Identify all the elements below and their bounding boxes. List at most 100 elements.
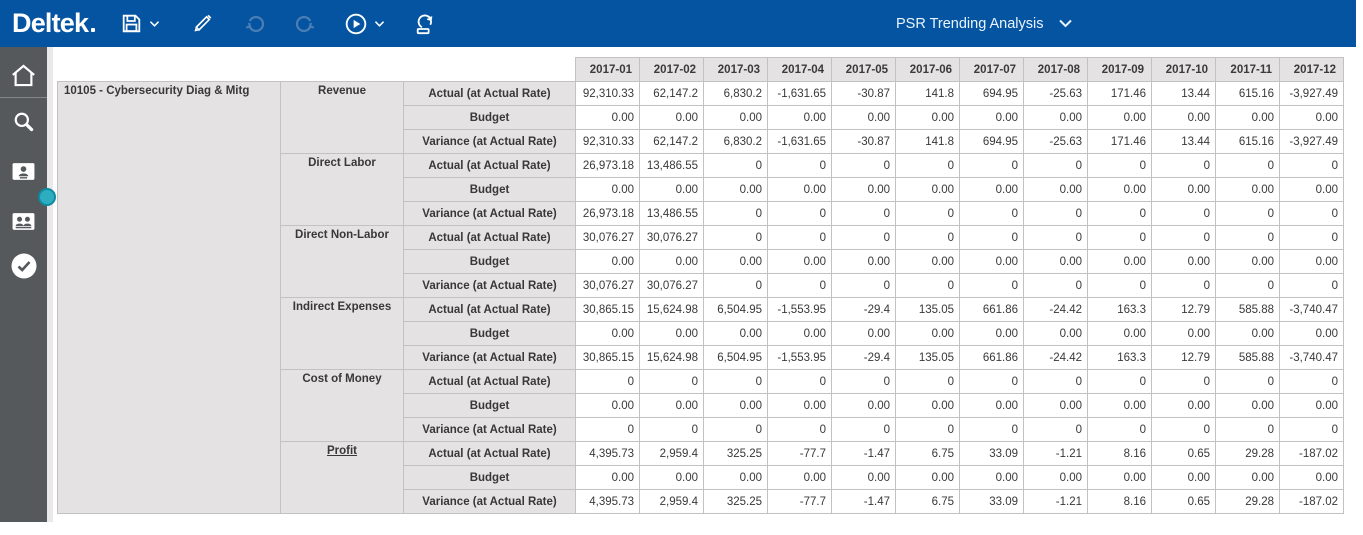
- save-menu-chevron[interactable]: [149, 19, 160, 28]
- value-cell[interactable]: 135.05: [895, 345, 960, 370]
- value-cell[interactable]: 30,865.15: [575, 297, 640, 322]
- value-cell[interactable]: 0.00: [959, 249, 1024, 274]
- value-cell[interactable]: 29.28: [1215, 441, 1280, 466]
- value-cell[interactable]: 0: [1151, 417, 1216, 442]
- value-cell[interactable]: 0.00: [767, 465, 832, 490]
- value-cell[interactable]: 0.00: [895, 177, 960, 202]
- value-cell[interactable]: 30,076.27: [639, 273, 704, 298]
- value-cell[interactable]: 163.3: [1087, 297, 1152, 322]
- value-cell[interactable]: 0.00: [1279, 393, 1344, 418]
- value-cell[interactable]: -24.42: [1023, 297, 1088, 322]
- value-cell[interactable]: 0: [1023, 153, 1088, 178]
- value-cell[interactable]: -77.7: [767, 489, 832, 514]
- value-cell[interactable]: 0.00: [575, 105, 640, 130]
- value-cell[interactable]: 0.00: [1023, 393, 1088, 418]
- value-cell[interactable]: 0.00: [959, 393, 1024, 418]
- value-cell[interactable]: 0.00: [639, 465, 704, 490]
- value-cell[interactable]: 0: [767, 417, 832, 442]
- pane-resize-handle[interactable]: [38, 188, 56, 206]
- value-cell[interactable]: 325.25: [703, 441, 768, 466]
- run-button[interactable]: [343, 11, 369, 37]
- value-cell[interactable]: 0: [1215, 417, 1280, 442]
- value-cell[interactable]: 135.05: [895, 297, 960, 322]
- value-cell[interactable]: 0: [895, 201, 960, 226]
- value-cell[interactable]: 26,973.18: [575, 153, 640, 178]
- value-cell[interactable]: 0.00: [1279, 177, 1344, 202]
- value-cell[interactable]: 0: [703, 369, 768, 394]
- value-cell[interactable]: 0.00: [1023, 465, 1088, 490]
- value-cell[interactable]: 0.00: [703, 321, 768, 346]
- value-cell[interactable]: 0.00: [703, 105, 768, 130]
- value-cell[interactable]: 0.00: [895, 465, 960, 490]
- value-cell[interactable]: 615.16: [1215, 81, 1280, 106]
- value-cell[interactable]: 6,504.95: [703, 297, 768, 322]
- value-cell[interactable]: 0: [831, 417, 896, 442]
- value-cell[interactable]: 0: [1087, 153, 1152, 178]
- value-cell[interactable]: 15,624.98: [639, 345, 704, 370]
- value-cell[interactable]: 29.28: [1215, 489, 1280, 514]
- value-cell[interactable]: 0.00: [639, 393, 704, 418]
- value-cell[interactable]: 141.8: [895, 81, 960, 106]
- value-cell[interactable]: 163.3: [1087, 345, 1152, 370]
- value-cell[interactable]: 0: [1215, 153, 1280, 178]
- value-cell[interactable]: 12.79: [1151, 345, 1216, 370]
- value-cell[interactable]: -30.87: [831, 129, 896, 154]
- value-cell[interactable]: 33.09: [959, 489, 1024, 514]
- value-cell[interactable]: 2,959.4: [639, 489, 704, 514]
- value-cell[interactable]: 0: [1151, 225, 1216, 250]
- value-cell[interactable]: 0: [1215, 225, 1280, 250]
- value-cell[interactable]: 585.88: [1215, 345, 1280, 370]
- value-cell[interactable]: 92,310.33: [575, 81, 640, 106]
- value-cell[interactable]: 0.00: [1215, 177, 1280, 202]
- value-cell[interactable]: 0.00: [1023, 249, 1088, 274]
- value-cell[interactable]: 0.00: [575, 249, 640, 274]
- value-cell[interactable]: -3,740.47: [1279, 345, 1344, 370]
- value-cell[interactable]: -29.4: [831, 297, 896, 322]
- value-cell[interactable]: 0: [1151, 153, 1216, 178]
- value-cell[interactable]: 0.00: [1279, 321, 1344, 346]
- value-cell[interactable]: 0.00: [1151, 249, 1216, 274]
- value-cell[interactable]: 0: [1023, 273, 1088, 298]
- value-cell[interactable]: -30.87: [831, 81, 896, 106]
- value-cell[interactable]: 0.00: [703, 465, 768, 490]
- value-cell[interactable]: -3,740.47: [1279, 297, 1344, 322]
- value-cell[interactable]: 0.00: [1215, 249, 1280, 274]
- value-cell[interactable]: 0.00: [1215, 465, 1280, 490]
- value-cell[interactable]: 92,310.33: [575, 129, 640, 154]
- value-cell[interactable]: 0.00: [895, 321, 960, 346]
- value-cell[interactable]: 325.25: [703, 489, 768, 514]
- value-cell[interactable]: 0: [639, 369, 704, 394]
- value-cell[interactable]: 0.00: [767, 249, 832, 274]
- value-cell[interactable]: 0: [1279, 273, 1344, 298]
- value-cell[interactable]: 2,959.4: [639, 441, 704, 466]
- value-cell[interactable]: 30,076.27: [639, 225, 704, 250]
- value-cell[interactable]: 0: [959, 225, 1024, 250]
- value-cell[interactable]: -29.4: [831, 345, 896, 370]
- value-cell[interactable]: -1.47: [831, 489, 896, 514]
- value-cell[interactable]: 30,076.27: [575, 273, 640, 298]
- value-cell[interactable]: 0: [703, 273, 768, 298]
- sidebar-item-approvals[interactable]: [0, 252, 47, 283]
- value-cell[interactable]: 0.00: [831, 249, 896, 274]
- value-cell[interactable]: 62,147.2: [639, 129, 704, 154]
- value-cell[interactable]: 0: [1279, 225, 1344, 250]
- value-cell[interactable]: 0: [895, 369, 960, 394]
- value-cell[interactable]: -24.42: [1023, 345, 1088, 370]
- value-cell[interactable]: 0.00: [639, 177, 704, 202]
- value-cell[interactable]: 0: [959, 417, 1024, 442]
- value-cell[interactable]: 0: [575, 417, 640, 442]
- value-cell[interactable]: 0: [1151, 201, 1216, 226]
- value-cell[interactable]: 30,865.15: [575, 345, 640, 370]
- value-cell[interactable]: -77.7: [767, 441, 832, 466]
- value-cell[interactable]: -1,631.65: [767, 129, 832, 154]
- value-cell[interactable]: 0: [1279, 201, 1344, 226]
- value-cell[interactable]: 694.95: [959, 81, 1024, 106]
- value-cell[interactable]: -3,927.49: [1279, 129, 1344, 154]
- value-cell[interactable]: 8.16: [1087, 441, 1152, 466]
- value-cell[interactable]: 0: [1087, 417, 1152, 442]
- value-cell[interactable]: 0.00: [1023, 177, 1088, 202]
- value-cell[interactable]: 0: [1151, 273, 1216, 298]
- value-cell[interactable]: 62,147.2: [639, 81, 704, 106]
- value-cell[interactable]: -1,553.95: [767, 297, 832, 322]
- sidebar-item-home[interactable]: [0, 63, 47, 91]
